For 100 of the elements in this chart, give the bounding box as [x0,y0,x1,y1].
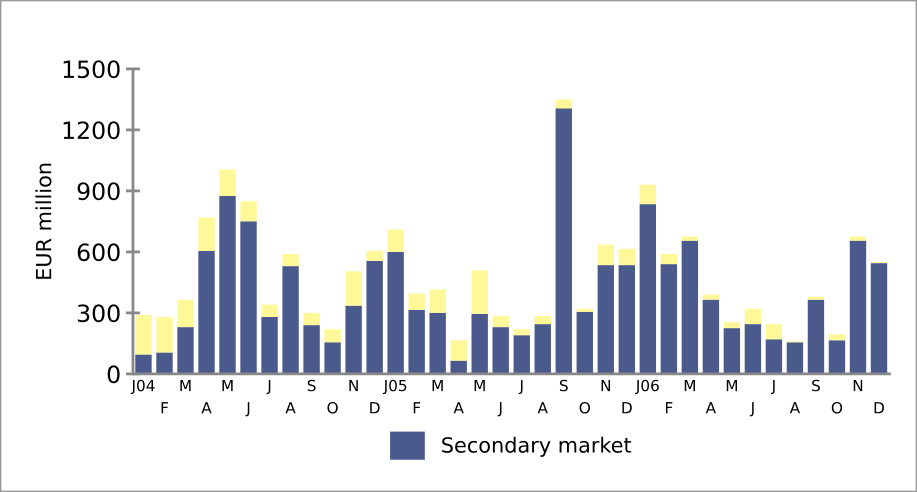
x-tick-label: A [706,402,716,414]
legend-label: Secondary market [442,436,632,457]
bar [345,271,362,306]
bar [744,324,762,374]
x-tick-label: M [180,380,191,392]
x-tick-label: J [266,380,270,394]
x-tick-label: O [580,402,590,414]
bar [408,310,425,374]
bar [387,252,404,374]
bar [850,240,866,374]
x-tick-label: N [854,380,862,392]
bar [240,221,257,374]
x-tick-label: O [327,402,338,414]
x-tick-label: J [518,380,522,394]
bar [766,324,782,340]
bar [660,264,678,374]
bar [429,290,446,313]
bar [303,325,320,374]
bar [640,204,656,374]
bar [282,254,299,266]
bar [472,270,488,314]
bar [324,342,341,374]
x-tick-label: M [726,380,737,392]
x-tick-label: S [812,380,820,392]
bar [556,99,572,109]
x-tick-label: F [666,402,672,414]
bar [702,294,720,300]
bar [156,352,173,374]
x-tick-label: A [454,402,464,414]
bar [850,236,866,241]
bar [472,314,488,374]
x-tick-label: M [474,380,485,392]
bar [786,342,804,374]
bar [808,296,824,300]
bar [682,240,698,374]
x-tick-label: S [560,380,568,392]
bar [156,316,173,353]
x-tick-label: J04 [130,380,155,394]
x-tick-label: A [538,402,548,414]
x-tick-label: J [770,380,775,394]
x-tick-label: D [370,402,380,414]
bar [724,328,740,374]
bar [261,316,278,374]
x-tick-label: M [222,380,233,392]
y-tick-label: 600 [78,243,120,262]
bar [514,335,530,374]
bar [640,184,656,204]
y-tick-label: 0 [108,365,120,384]
y-tick-label: 300 [78,304,120,322]
bar [135,354,152,374]
bar [324,329,341,342]
y-tick-label: 1500 [64,60,120,78]
x-tick-label: A [201,402,212,414]
bar [261,304,278,317]
x-tick-label: D [874,402,884,414]
bar [534,316,551,324]
x-tick-label: M [432,380,443,392]
y-tick-label: 900 [78,182,120,200]
bar [766,339,782,374]
x-tick-label: A [285,402,296,414]
bar [534,324,551,374]
x-tick-label: F [162,402,168,414]
x-tick-label: J05 [382,380,406,394]
bar [556,108,572,374]
bar [808,300,824,374]
bar [177,327,194,374]
bar [744,308,762,324]
bar [576,312,593,374]
x-tick-label: F [414,402,420,414]
y-tick-label: 1200 [64,121,120,140]
x-tick-label: D [622,402,632,414]
bar [660,254,678,264]
x-tick-label: J [498,402,502,416]
bar [429,312,446,374]
bar [514,329,530,336]
bar [177,300,194,328]
bar [387,230,404,252]
bar [135,314,152,355]
bar [219,170,236,196]
bar [492,316,509,328]
x-tick-label: A [790,402,800,414]
bar [198,217,215,251]
bar [366,261,383,374]
bar [345,306,362,374]
bar [682,236,698,241]
x-tick-label: O [832,402,842,414]
bar [870,263,888,374]
bar [450,360,467,374]
x-tick-label: J06 [635,380,659,394]
bar [282,266,299,374]
bar [366,250,383,262]
x-tick-label: S [308,380,316,392]
bar [702,300,720,374]
bar [492,327,509,374]
bar [828,340,846,374]
bar [598,265,614,374]
bar [303,312,320,326]
bar [198,250,215,374]
bar [240,201,257,222]
bar [450,340,467,361]
